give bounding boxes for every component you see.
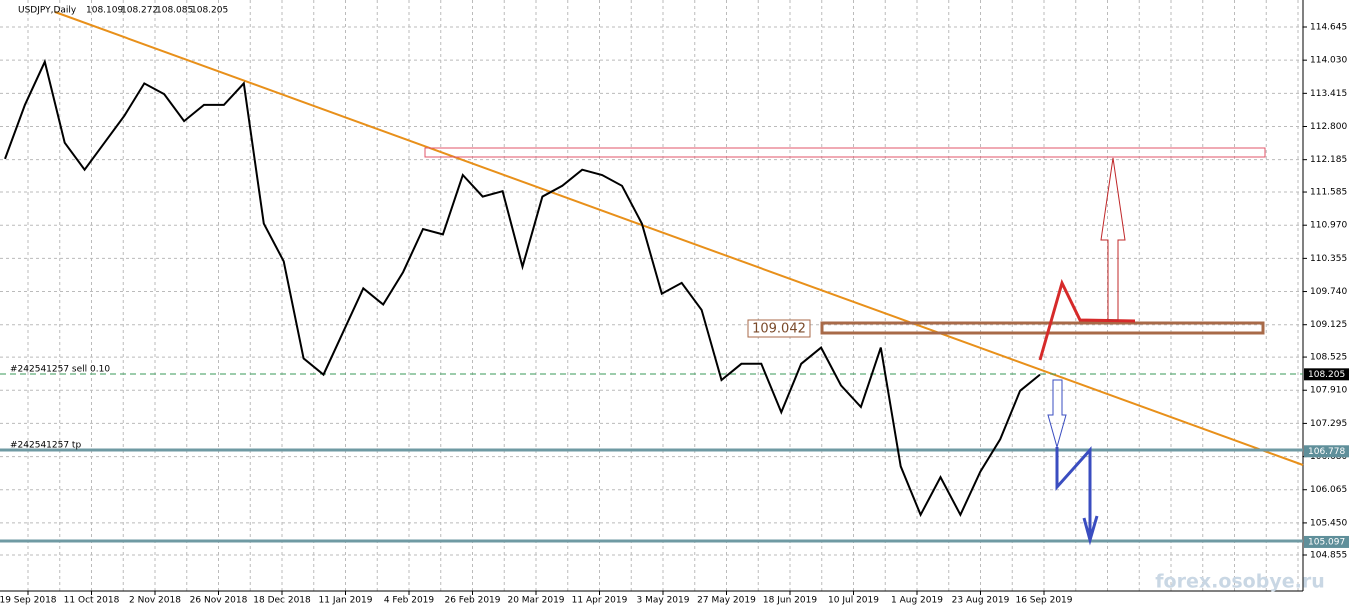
x-tick-label: 11 Oct 2018 [64,596,120,606]
x-tick-label: 4 Feb 2019 [384,596,435,606]
price-tag [1304,368,1349,381]
level-zone [820,321,1265,335]
x-tick-label: 3 May 2019 [637,596,690,606]
x-tick-label: 18 Dec 2018 [253,596,311,606]
price-line [4,58,1041,518]
up-arrow [1100,157,1126,321]
order-label: #242541257 sell 0.10 [10,365,110,375]
ohlc-value: 108.272 [121,6,158,16]
price-tag-label: 105.097 [1308,537,1345,547]
y-tick-label: 110.355 [1310,254,1347,264]
y-tick-label: 109.740 [1310,287,1347,297]
trend-line [54,11,1304,466]
y-tick-label: 113.415 [1310,89,1347,99]
level-box-label: 109.042 [752,322,806,337]
y-tick-label: 112.185 [1310,155,1347,165]
price-tag-label: 108.205 [1308,370,1345,380]
blue-zigzag [1055,446,1092,540]
price-tag [1304,535,1349,548]
y-tick-label: 109.125 [1310,320,1347,330]
y-tick-label: 110.970 [1310,221,1347,231]
y-tick-label: 104.855 [1310,551,1347,561]
x-tick-label: 27 May 2019 [697,596,756,606]
y-tick-label: 112.800 [1310,122,1347,132]
x-tick-label: 10 Jul 2019 [828,596,879,606]
y-tick-label: 108.525 [1310,353,1347,363]
x-tick-label: 19 Sep 2018 [0,596,57,606]
x-tick-label: 11 Jan 2019 [319,596,373,606]
price-tag [1304,445,1349,458]
x-tick-label: 26 Nov 2018 [190,596,248,606]
ohlc-value: 108.085 [156,6,193,16]
x-tick-label: 20 Mar 2019 [507,596,564,606]
x-tick-label: 16 Sep 2019 [1015,596,1072,606]
level-box [747,319,811,338]
x-tick-label: 1 Aug 2019 [891,596,943,606]
order-label: #242541257 tp [10,441,81,451]
x-tick-label: 18 Jun 2019 [763,596,817,606]
y-tick-label: 106.065 [1310,485,1347,495]
x-tick-label: 26 Feb 2019 [444,596,500,606]
x-tick-label: 11 Apr 2019 [572,596,628,606]
symbol: USDJPY,Daily [18,6,77,16]
x-tick-label: 2 Nov 2018 [129,596,181,606]
y-tick-label: 107.910 [1310,386,1347,396]
y-tick-label: 111.585 [1310,188,1347,198]
down-arrow [1047,379,1067,449]
watermark: forex.osobye.ru [1155,571,1324,593]
y-tick-label: 114.030 [1310,56,1347,66]
x-tick-label: 23 Aug 2019 [952,596,1010,606]
resistance-zone [424,147,1266,158]
y-tick-label: 114.645 [1310,23,1347,33]
y-tick-label: 105.450 [1310,518,1347,528]
ohlc-value: 108.109 [86,6,123,16]
blue-arrowhead [1082,515,1099,546]
price-tag-label: 106.778 [1308,447,1345,457]
ohlc-value: 108.205 [191,6,228,16]
y-tick-label: 107.295 [1310,419,1347,429]
